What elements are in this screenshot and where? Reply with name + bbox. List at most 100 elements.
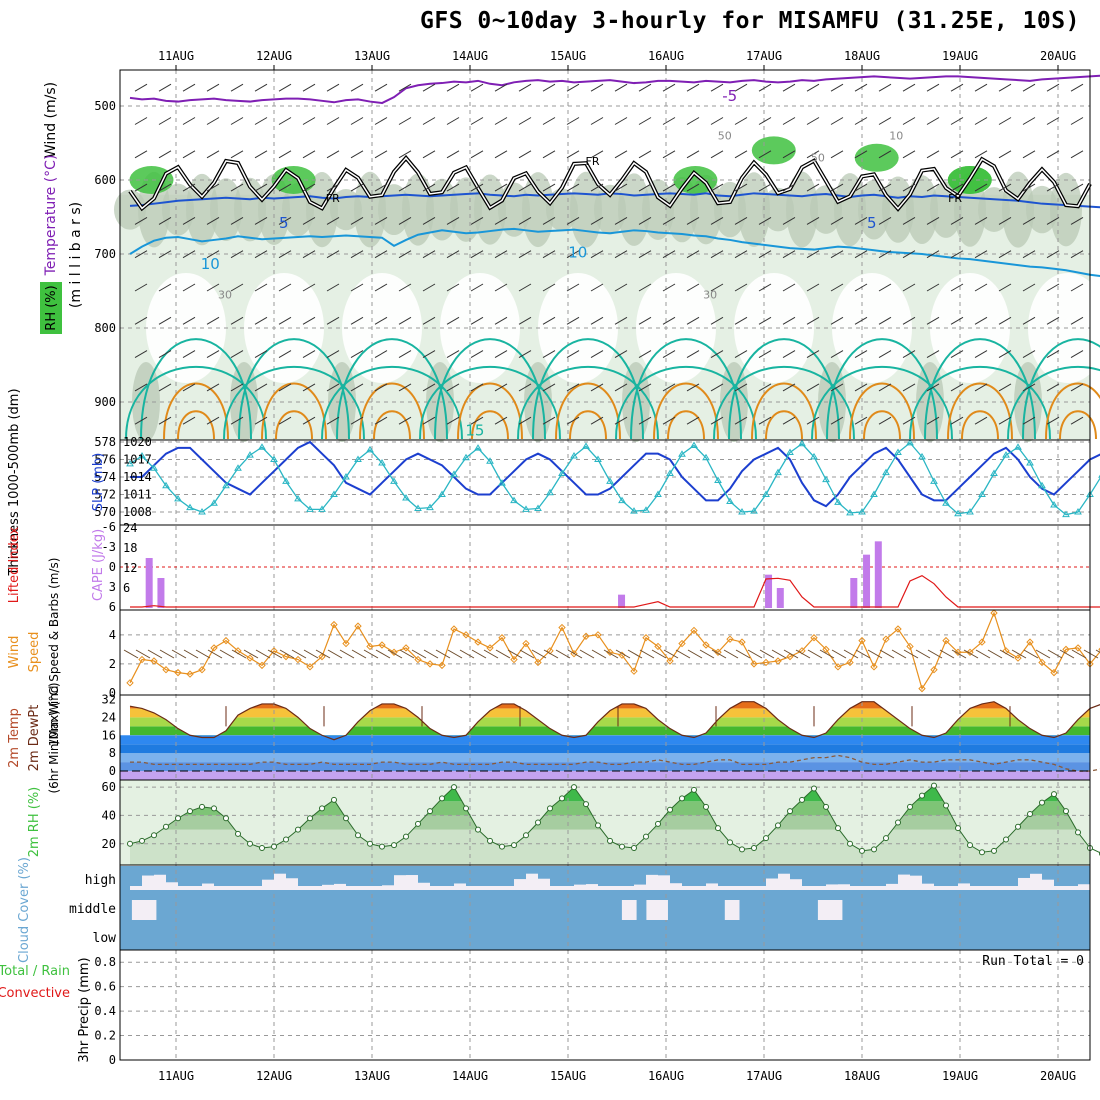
surface-wind-barb (1083, 649, 1099, 659)
wind-barb (398, 183, 412, 192)
ylabel-wind: Wind (m/s) (43, 82, 59, 158)
wind-barb (974, 150, 988, 159)
ylabel-dewpt: 2m DewPt (27, 705, 42, 772)
thickness-marker (726, 497, 734, 504)
wind-barb (638, 216, 652, 225)
thickness-marker (678, 450, 686, 457)
wind-speed-marker (414, 655, 422, 664)
rh-shade-mid (1026, 185, 1058, 234)
isotherm-arch (765, 410, 803, 440)
wind-speed-marker (774, 657, 782, 665)
wind-speed-marker (1026, 638, 1034, 646)
surface-wind-barb (735, 649, 751, 659)
wind-barb (254, 150, 268, 159)
temp-line (129, 701, 1100, 741)
wind-barb (1070, 350, 1084, 359)
wind-barb (134, 250, 148, 259)
wind-barb (638, 183, 652, 192)
wind-barb (278, 383, 292, 392)
cloud-high-bar (958, 883, 970, 890)
wind-barb (734, 150, 748, 159)
date-label-bottom: 12AUG (256, 1069, 292, 1083)
wind-barb (758, 117, 772, 125)
rh-shade-mid (570, 171, 602, 248)
cloud-high-bar (550, 886, 562, 890)
surface-wind-barb (951, 649, 967, 659)
cape-bar (874, 541, 882, 608)
temp-band (120, 762, 1090, 772)
wind-barb (662, 117, 676, 125)
wind-barb (902, 117, 916, 125)
cloud-high-bar (838, 884, 850, 890)
cloud-high-bar (274, 873, 286, 890)
surface-wind-barb (663, 649, 679, 659)
isotherm-arch (1045, 382, 1100, 440)
y-tick-label: 574 (94, 470, 116, 484)
wind-barb (422, 350, 436, 359)
wind-barb (950, 83, 964, 92)
isotherm-arch (261, 382, 327, 440)
wind-barb (998, 283, 1012, 292)
wind-barb (278, 316, 292, 325)
rh-marker (991, 847, 997, 854)
wind-barb (614, 150, 628, 159)
surface-wind-barb (1047, 649, 1063, 659)
wind-barb (230, 150, 244, 159)
wind-barb (542, 117, 556, 125)
wind-barb (518, 350, 532, 359)
rh-marker (535, 819, 541, 826)
cloud-high-bar (382, 885, 394, 890)
thickness-marker (870, 490, 878, 497)
wind-speed-marker (246, 654, 254, 662)
cloud-middle-bar (131, 900, 157, 920)
rh-marker (439, 795, 445, 802)
wind-barb (686, 316, 700, 325)
wind-barb (998, 117, 1012, 125)
wind-barb (374, 383, 388, 392)
wind-speed-marker (894, 625, 902, 633)
thickness-marker (414, 504, 422, 511)
rh-marker (247, 840, 253, 847)
wind-barb (1070, 416, 1084, 425)
cloud-high-bar (178, 886, 190, 890)
thickness-marker (234, 464, 242, 471)
wind-speed-marker (594, 631, 602, 639)
rh-marker (307, 815, 313, 822)
cloud-high-bar (862, 886, 874, 890)
wind-speed-line (129, 611, 1100, 691)
wind-speed-marker (1014, 654, 1022, 662)
wind-barb (326, 250, 340, 259)
rh-marker (499, 843, 505, 850)
cloud-high-bar (682, 886, 694, 890)
wind-barb (758, 150, 772, 159)
y-tick-label: 18 (123, 541, 137, 555)
wind-barb (878, 350, 892, 359)
rh-marker (787, 808, 793, 815)
cloud-high-bar (658, 875, 670, 890)
cloud-high-bar (490, 886, 502, 890)
isotherm-arch (1007, 366, 1100, 440)
cloud-high-bar (946, 886, 958, 890)
wind-speed-marker (906, 642, 914, 651)
wind-barb (470, 316, 484, 325)
wind-barb (446, 316, 460, 325)
cloud-high-bar (526, 873, 538, 890)
rh-marker (1051, 791, 1057, 798)
thickness-marker (894, 448, 902, 455)
wind-barb (806, 250, 820, 259)
wind-barb (902, 350, 916, 359)
thickness-line (129, 441, 1100, 516)
wind-barb (758, 83, 772, 92)
wind-barb (854, 83, 868, 92)
wind-speed-marker (318, 652, 326, 661)
wind-speed-marker (174, 668, 182, 677)
wind-barb (590, 83, 604, 92)
wind-barb (734, 350, 748, 359)
wind-barb (518, 383, 532, 392)
wind-barb (830, 316, 844, 325)
panel-frame-7 (119, 949, 1091, 1061)
wind-barb (158, 283, 172, 292)
wind-barb (686, 117, 700, 125)
rh-marker (823, 803, 829, 810)
wind-barb (806, 350, 820, 359)
